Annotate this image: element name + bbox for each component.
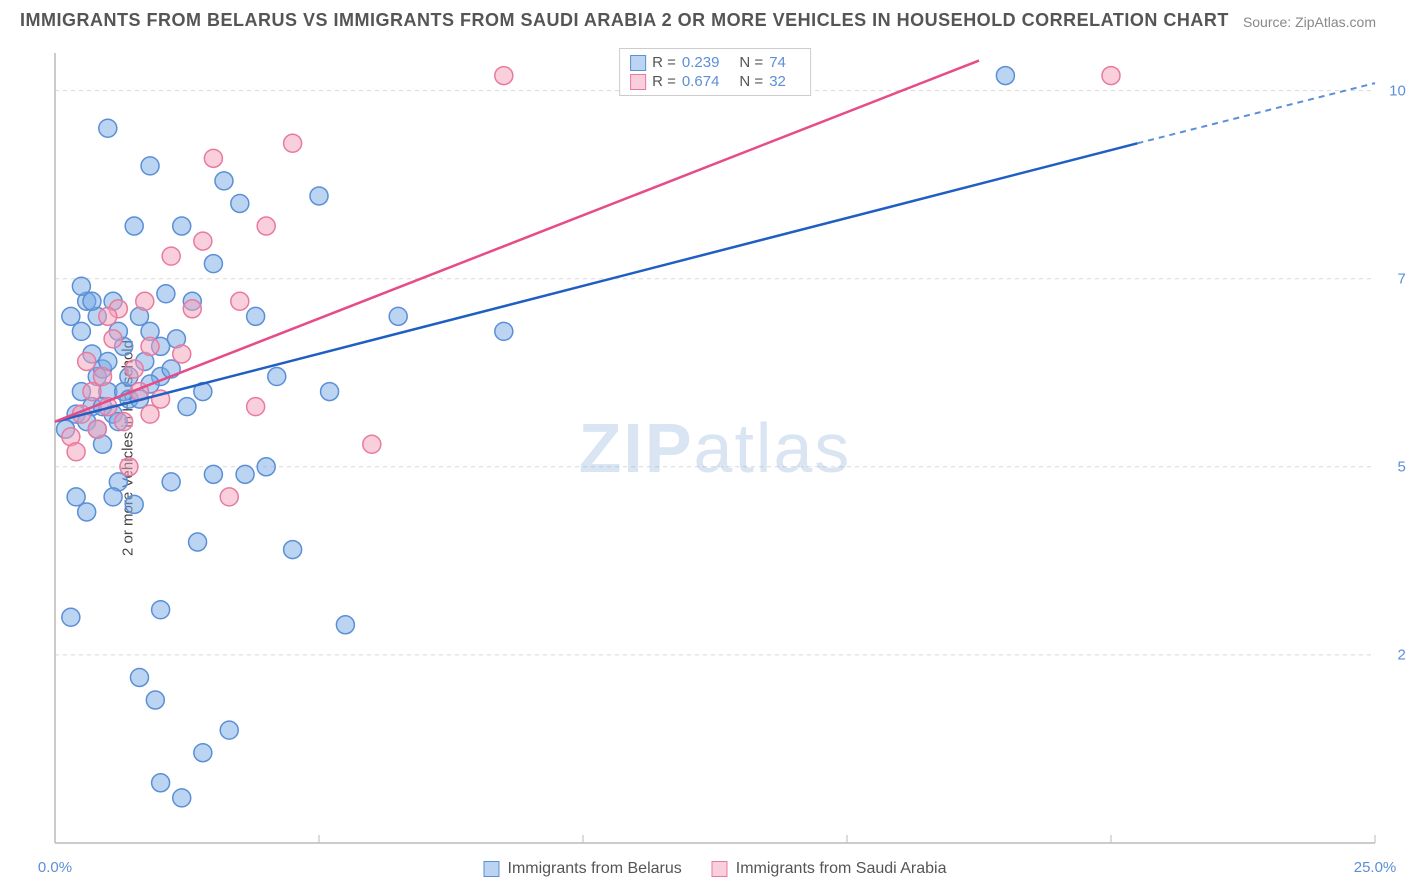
x-tick-label: 0.0% <box>38 859 72 876</box>
n-label: N = <box>739 73 763 90</box>
legend-series: Immigrants from Belarus Immigrants from S… <box>483 860 946 878</box>
r-value: 0.239 <box>682 54 720 71</box>
y-tick-label: 50.0% <box>1397 458 1406 475</box>
source-label: Source: ZipAtlas.com <box>1243 14 1376 30</box>
legend-correlation-row: R = 0.674 N = 32 <box>630 72 800 91</box>
legend-label: Immigrants from Belarus <box>507 860 681 878</box>
r-label: R = <box>652 73 676 90</box>
legend-label: Immigrants from Saudi Arabia <box>736 860 947 878</box>
x-tick-label: 25.0% <box>1354 859 1397 876</box>
legend-correlation: R = 0.239 N = 74 R = 0.674 N = 32 <box>619 48 811 96</box>
scatter-plot <box>50 48 1380 848</box>
y-tick-label: 100.0% <box>1389 82 1406 99</box>
n-label: N = <box>739 54 763 71</box>
legend-correlation-row: R = 0.239 N = 74 <box>630 53 800 72</box>
r-value: 0.674 <box>682 73 720 90</box>
legend-swatch <box>630 55 646 71</box>
chart-area: 2 or more Vehicles in Household ZIPatlas… <box>50 48 1380 848</box>
legend-swatch <box>712 861 728 877</box>
legend-item: Immigrants from Belarus <box>483 860 681 878</box>
page-title: IMMIGRANTS FROM BELARUS VS IMMIGRANTS FR… <box>20 10 1229 31</box>
n-value: 32 <box>769 73 786 90</box>
legend-swatch <box>483 861 499 877</box>
n-value: 74 <box>769 54 786 71</box>
legend-item: Immigrants from Saudi Arabia <box>712 860 947 878</box>
r-label: R = <box>652 54 676 71</box>
y-tick-label: 75.0% <box>1397 270 1406 287</box>
legend-swatch <box>630 74 646 90</box>
y-tick-label: 25.0% <box>1397 646 1406 663</box>
